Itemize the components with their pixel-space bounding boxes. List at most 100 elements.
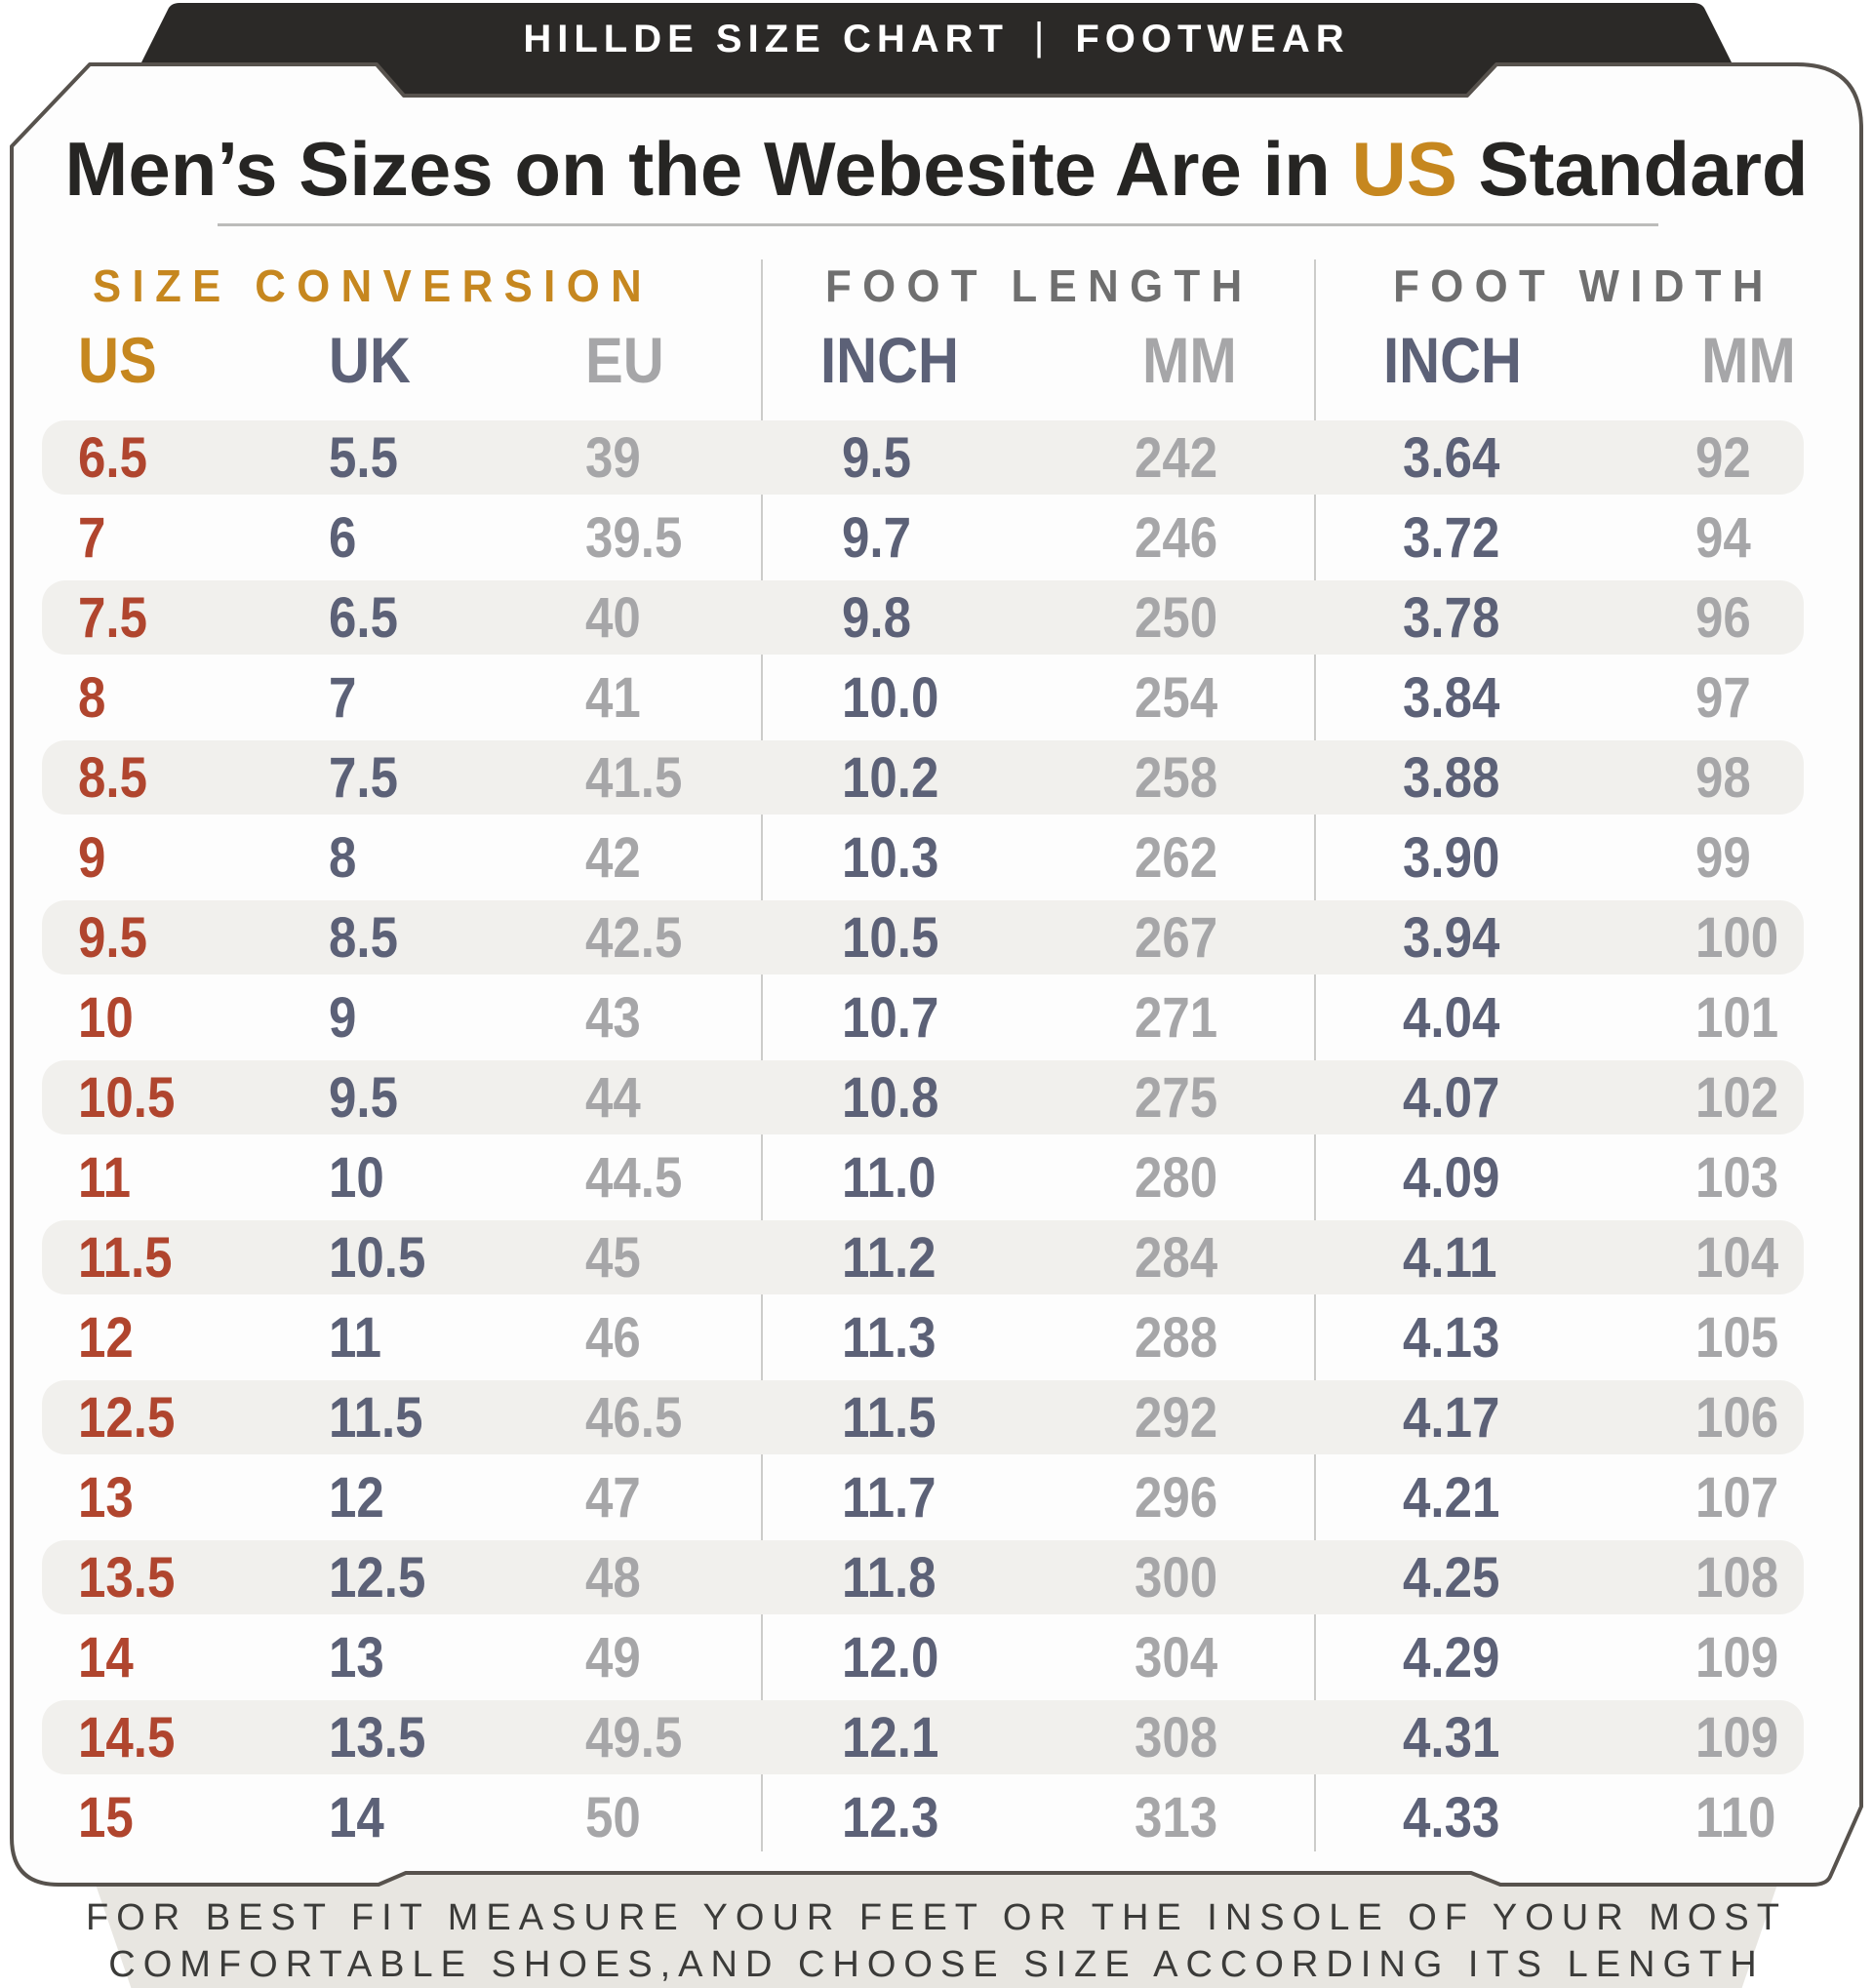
cell-us-size: 12 <box>78 1306 134 1370</box>
column-header-width-mm: MM <box>1701 324 1796 396</box>
cell-uk-size: 8.5 <box>329 906 398 970</box>
cell-us-size: 9 <box>78 826 106 890</box>
cell-uk-size: 12 <box>329 1466 384 1530</box>
cell-eu-size: 45 <box>585 1226 641 1290</box>
cell-us-size: 12.5 <box>78 1386 176 1450</box>
cell-eu-size: 47 <box>585 1466 641 1530</box>
cell-foot-width-mm: 109 <box>1695 1706 1779 1769</box>
column-header-length-mm: MM <box>1142 324 1237 396</box>
cell-foot-length-mm: 258 <box>1135 746 1218 810</box>
cell-foot-width-inch: 4.33 <box>1403 1786 1500 1849</box>
cell-foot-length-inch: 10.8 <box>842 1066 939 1130</box>
cell-foot-width-inch: 3.90 <box>1403 826 1500 890</box>
cell-uk-size: 10 <box>329 1146 384 1210</box>
cell-foot-width-mm: 98 <box>1695 746 1751 810</box>
cell-uk-size: 13.5 <box>329 1706 426 1769</box>
cell-uk-size: 8 <box>329 826 357 890</box>
cell-foot-length-inch: 10.2 <box>842 746 939 810</box>
page-title-highlight: US <box>1351 126 1457 212</box>
table-row: 14 13 49 12.0 304 4.29 109 <box>42 1618 1804 1698</box>
table-row: 12 11 46 11.3 288 4.13 105 <box>42 1298 1804 1378</box>
cell-foot-width-mm: 94 <box>1695 506 1751 570</box>
cell-eu-size: 41 <box>585 666 641 730</box>
cell-uk-size: 9.5 <box>329 1066 398 1130</box>
cell-us-size: 14.5 <box>78 1706 176 1769</box>
cell-foot-length-inch: 11.2 <box>842 1226 936 1290</box>
cell-foot-length-mm: 254 <box>1135 666 1218 730</box>
cell-foot-width-mm: 103 <box>1695 1146 1779 1210</box>
cell-us-size: 9.5 <box>78 906 147 970</box>
cell-uk-size: 7 <box>329 666 357 730</box>
cell-foot-length-mm: 246 <box>1135 506 1218 570</box>
cell-foot-length-mm: 313 <box>1135 1786 1218 1849</box>
table-row: 14.5 13.5 49.5 12.1 308 4.31 109 <box>42 1698 1804 1778</box>
cell-foot-width-inch: 4.07 <box>1403 1066 1500 1130</box>
cell-foot-width-inch: 3.94 <box>1403 906 1500 970</box>
cell-us-size: 8.5 <box>78 746 147 810</box>
cell-foot-width-inch: 4.11 <box>1403 1226 1497 1290</box>
column-header-width-inch: INCH <box>1383 324 1522 396</box>
column-divider-right <box>1314 259 1316 1851</box>
cell-foot-width-mm: 100 <box>1695 906 1779 970</box>
cell-uk-size: 11 <box>329 1306 381 1370</box>
page-title-suffix: Standard <box>1456 126 1809 212</box>
cell-foot-width-mm: 96 <box>1695 586 1751 650</box>
cell-foot-width-inch: 4.21 <box>1403 1466 1500 1530</box>
footer-note: FOR BEST FIT MEASURE YOUR FEET OR THE IN… <box>0 1851 1873 1988</box>
cell-uk-size: 6.5 <box>329 586 398 650</box>
cell-uk-size: 9 <box>329 986 357 1050</box>
column-header-eu: EU <box>585 324 664 396</box>
table-row: 11 10 44.5 11.0 280 4.09 103 <box>42 1138 1804 1218</box>
cell-foot-length-inch: 9.5 <box>842 426 911 490</box>
cell-foot-width-inch: 4.29 <box>1403 1626 1500 1690</box>
cell-foot-length-inch: 10.5 <box>842 906 939 970</box>
table-row: 8 7 41 10.0 254 3.84 97 <box>42 658 1804 738</box>
cell-us-size: 10.5 <box>78 1066 176 1130</box>
cell-eu-size: 41.5 <box>585 746 683 810</box>
cell-us-size: 7 <box>78 506 106 570</box>
cell-eu-size: 49.5 <box>585 1706 683 1769</box>
cell-us-size: 6.5 <box>78 426 147 490</box>
table-row: 9 8 42 10.3 262 3.90 99 <box>42 818 1804 898</box>
cell-uk-size: 7.5 <box>329 746 398 810</box>
cell-foot-length-inch: 11.0 <box>842 1146 936 1210</box>
cell-foot-width-inch: 4.13 <box>1403 1306 1500 1370</box>
cell-foot-length-inch: 11.8 <box>842 1546 936 1610</box>
cell-eu-size: 42 <box>585 826 641 890</box>
page-title-prefix: Men’s Sizes on the Webesite Are in <box>64 126 1352 212</box>
cell-eu-size: 39.5 <box>585 506 683 570</box>
cell-foot-width-inch: 4.09 <box>1403 1146 1500 1210</box>
cell-uk-size: 14 <box>329 1786 384 1849</box>
cell-foot-width-mm: 107 <box>1695 1466 1779 1530</box>
section-header-foot-length: FOOT LENGTH <box>825 260 1254 311</box>
cell-foot-width-mm: 101 <box>1695 986 1779 1050</box>
page-title: Men’s Sizes on the Webesite Are in US St… <box>0 125 1873 214</box>
cell-us-size: 10 <box>78 986 134 1050</box>
cell-foot-length-mm: 250 <box>1135 586 1218 650</box>
cell-foot-width-inch: 4.31 <box>1403 1706 1500 1769</box>
cell-foot-length-mm: 288 <box>1135 1306 1218 1370</box>
cell-foot-length-mm: 308 <box>1135 1706 1218 1769</box>
cell-foot-length-inch: 11.3 <box>842 1306 936 1370</box>
table-row: 10.5 9.5 44 10.8 275 4.07 102 <box>42 1058 1804 1138</box>
cell-foot-length-mm: 267 <box>1135 906 1218 970</box>
table-row: 8.5 7.5 41.5 10.2 258 3.88 98 <box>42 738 1804 818</box>
cell-eu-size: 42.5 <box>585 906 683 970</box>
cell-us-size: 11.5 <box>78 1226 173 1290</box>
cell-foot-length-inch: 10.0 <box>842 666 939 730</box>
banner-separator: | <box>1033 16 1051 59</box>
column-divider-left <box>761 259 763 1851</box>
cell-foot-width-inch: 3.84 <box>1403 666 1500 730</box>
cell-eu-size: 49 <box>585 1626 641 1690</box>
cell-foot-length-mm: 280 <box>1135 1146 1218 1210</box>
cell-us-size: 7.5 <box>78 586 147 650</box>
cell-eu-size: 39 <box>585 426 641 490</box>
cell-us-size: 11 <box>78 1146 131 1210</box>
cell-foot-width-mm: 105 <box>1695 1306 1779 1370</box>
cell-uk-size: 12.5 <box>329 1546 426 1610</box>
cell-foot-length-mm: 242 <box>1135 426 1218 490</box>
table-row: 12.5 11.5 46.5 11.5 292 4.17 106 <box>42 1378 1804 1458</box>
cell-foot-width-mm: 99 <box>1695 826 1751 890</box>
cell-foot-length-mm: 262 <box>1135 826 1218 890</box>
